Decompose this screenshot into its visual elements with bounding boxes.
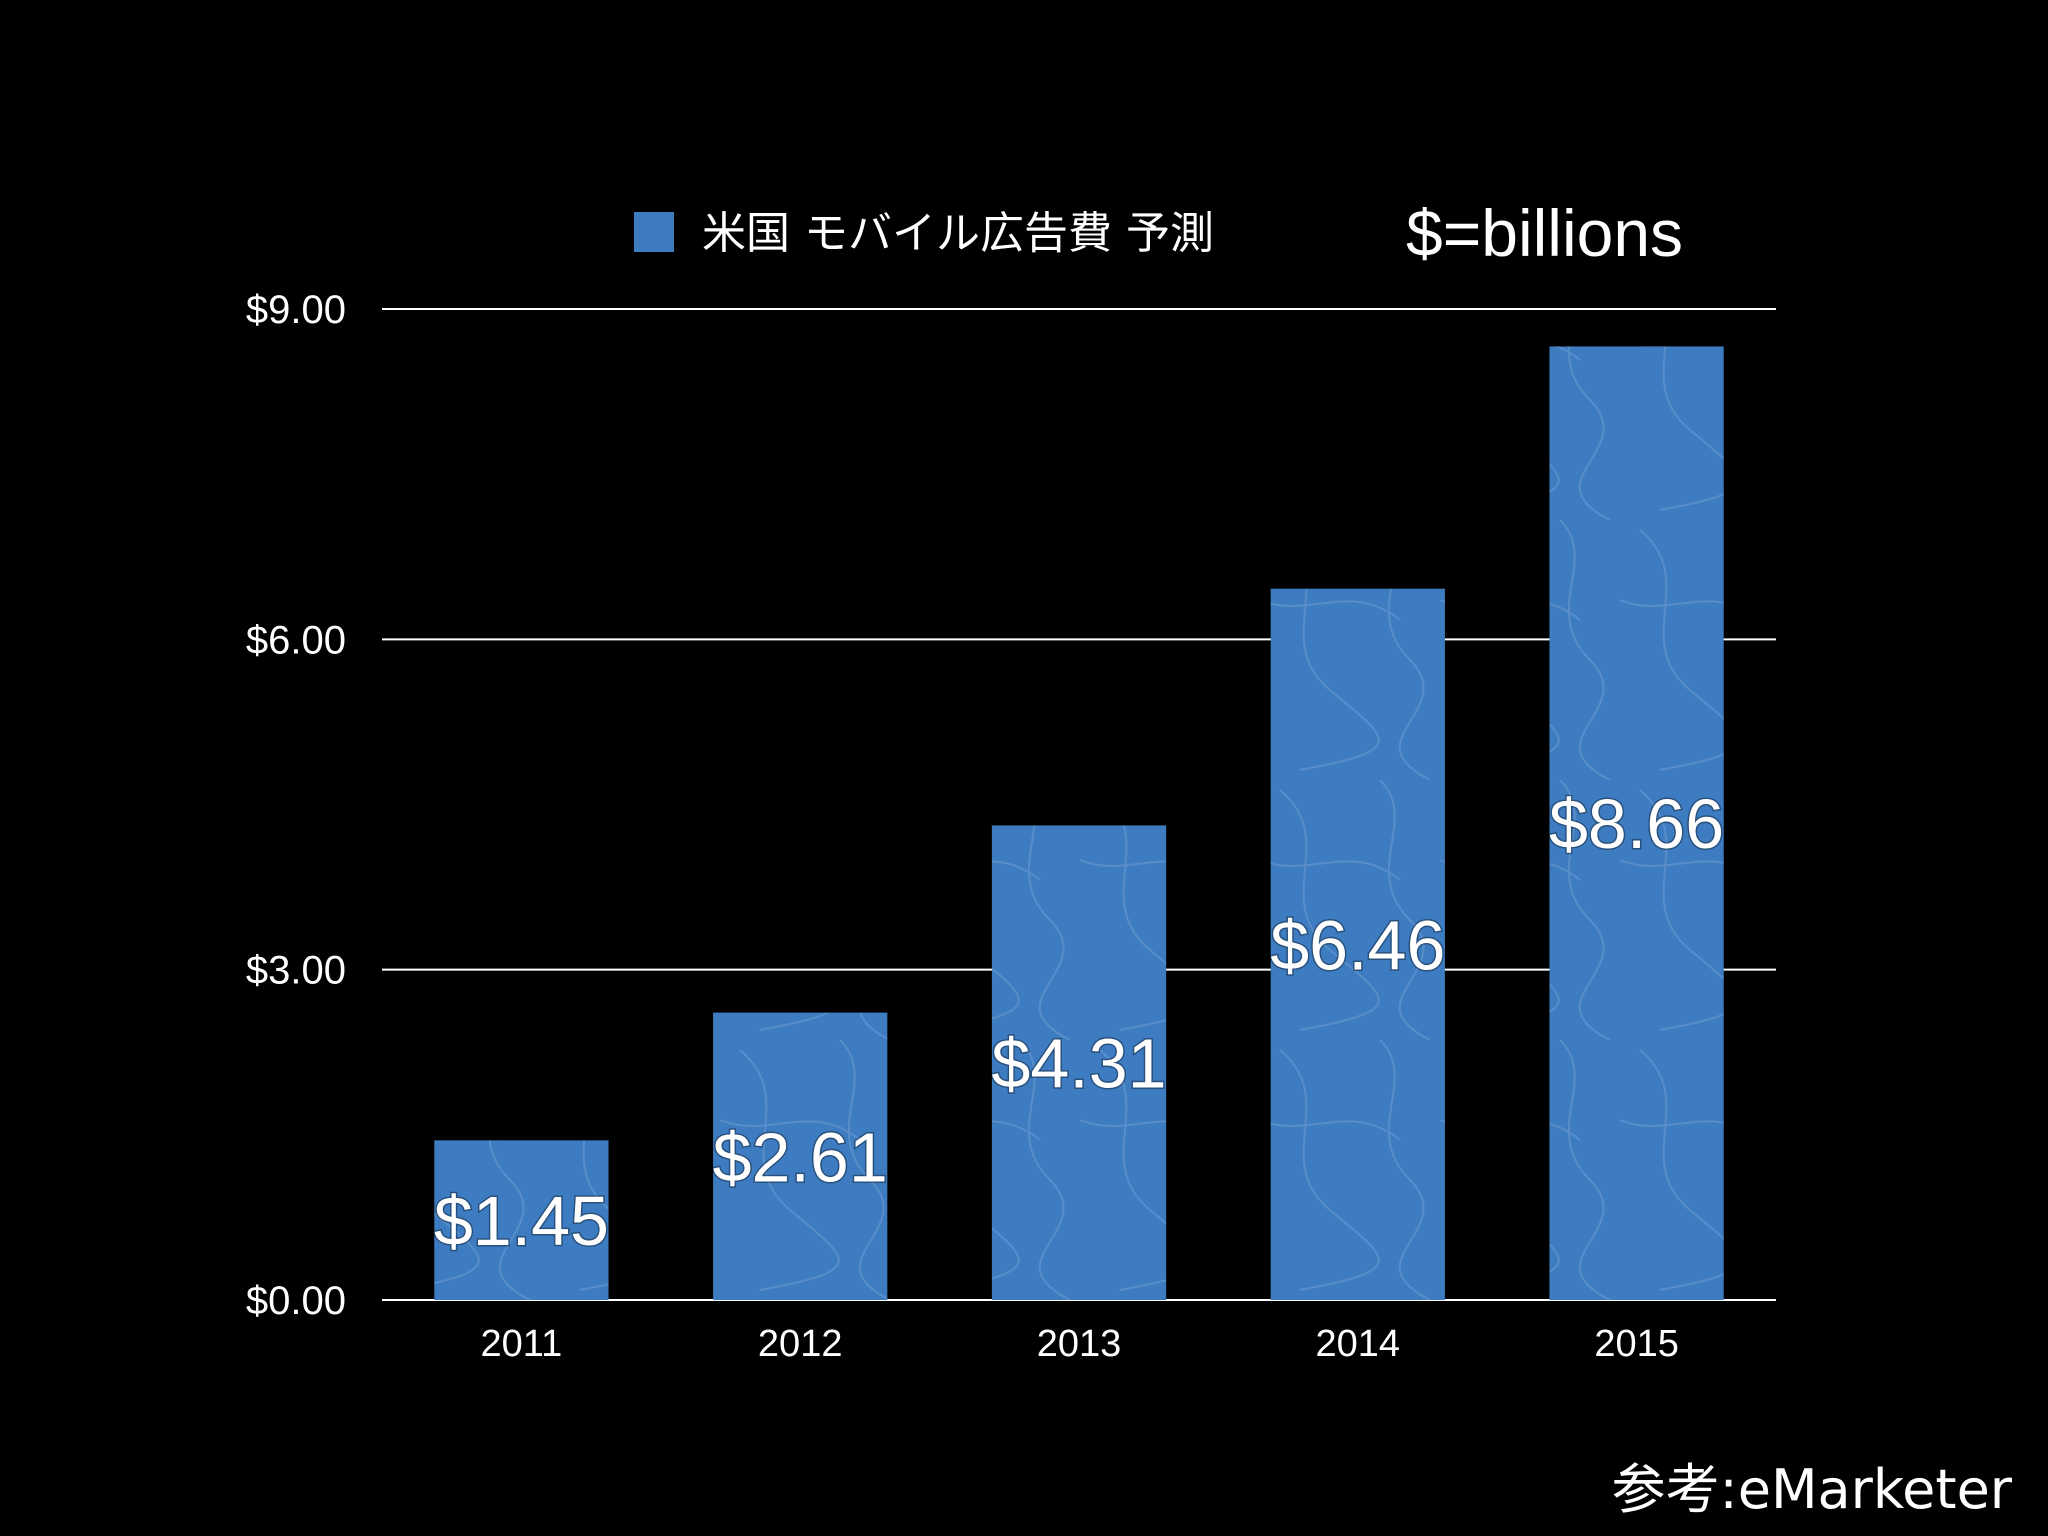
bar [1549, 346, 1724, 1301]
x-tick-label: 2011 [481, 1323, 563, 1365]
bars [434, 346, 1724, 1301]
y-tick-label: $0.00 [246, 1279, 346, 1323]
y-tick-label: $6.00 [246, 618, 346, 662]
source-note: 参考:eMarketer [1612, 1458, 2013, 1521]
legend-swatch [634, 212, 674, 252]
data-label: $6.46 [1270, 906, 1445, 984]
bar-texture [1270, 588, 1445, 1300]
bar-texture [713, 1012, 888, 1300]
data-labels: $1.45 $2.61 $4.31 $6.46 $8.66 [432, 784, 1725, 1262]
x-axis-tick-labels: 2011 2012 2013 2014 2015 [481, 1323, 1679, 1365]
x-tick-label: 2012 [758, 1323, 843, 1365]
data-label: $4.31 [991, 1025, 1166, 1103]
bar [713, 1012, 888, 1300]
legend-entry: 米国 モバイル広告費 予測 [702, 208, 1214, 259]
bar [1270, 588, 1445, 1300]
unit-note: $=billions [1406, 196, 1683, 270]
x-tick-label: 2014 [1316, 1323, 1401, 1365]
data-label: $1.45 [434, 1182, 609, 1260]
bar [434, 1140, 609, 1300]
bar [991, 825, 1167, 1300]
legend: 米国 モバイル広告費 予測 [634, 208, 1214, 259]
x-tick-label: 2013 [1037, 1323, 1122, 1365]
y-tick-label: $3.00 [246, 949, 346, 993]
y-axis-tick-labels: $0.00 $3.00 $6.00 $9.00 [246, 288, 346, 1323]
data-label: $2.61 [713, 1118, 888, 1196]
x-tick-label: 2015 [1594, 1323, 1679, 1365]
bar-texture [991, 825, 1167, 1300]
y-tick-label: $9.00 [246, 288, 346, 332]
bar-texture [434, 1140, 609, 1300]
bar-texture [1549, 346, 1724, 1301]
data-label: $8.66 [1549, 785, 1724, 863]
